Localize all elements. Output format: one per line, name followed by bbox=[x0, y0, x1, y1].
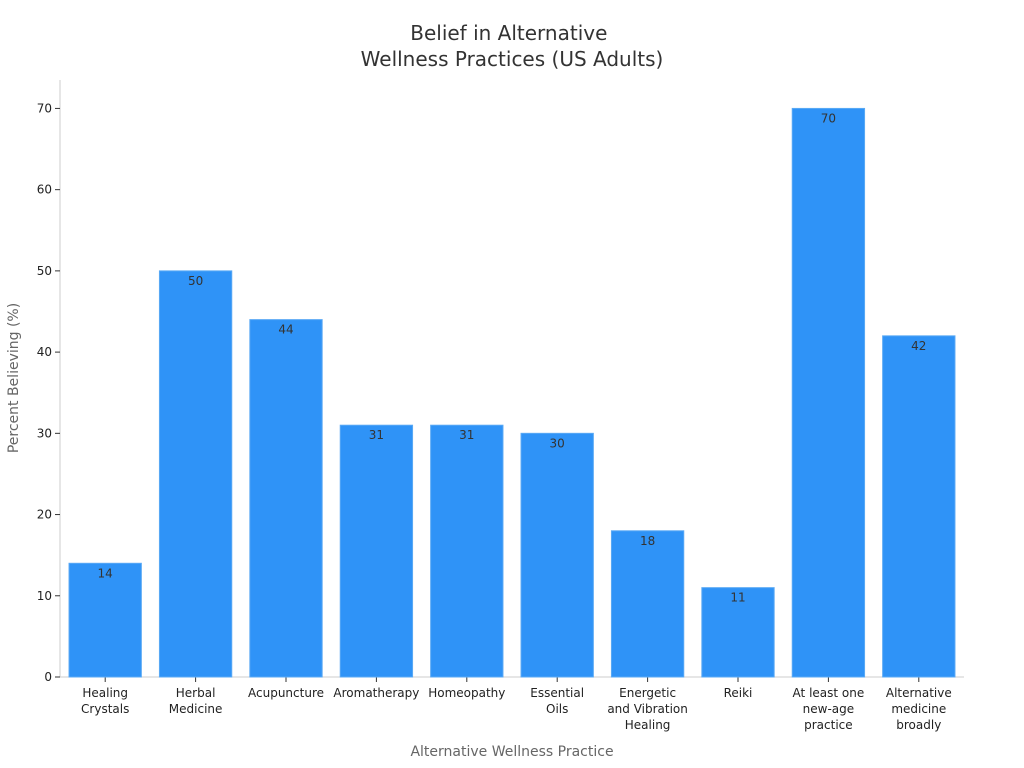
bar bbox=[249, 319, 323, 678]
chart-title-line-2: Wellness Practices (US Adults) bbox=[361, 47, 664, 71]
x-tick-label-line: Alternative bbox=[886, 686, 952, 700]
bar-value-label: 14 bbox=[98, 566, 113, 580]
bar-value-label: 44 bbox=[278, 323, 293, 337]
x-tick-label-line: Acupuncture bbox=[248, 686, 324, 700]
bar bbox=[520, 432, 594, 678]
data-labels: 14 50 44 31 31 30 18 11 70 42 bbox=[98, 111, 927, 604]
y-tick-label: 20 bbox=[37, 508, 52, 522]
x-tick-label-line: Crystals bbox=[81, 702, 129, 716]
x-tick-label-line: new-age bbox=[803, 702, 855, 716]
y-tick-label: 10 bbox=[37, 589, 52, 603]
y-axis: 0 10 20 30 40 50 60 70 bbox=[37, 80, 61, 684]
y-tick-label: 40 bbox=[37, 345, 52, 359]
bar-value-label: 42 bbox=[911, 339, 926, 353]
x-axis: Healing Crystals Herbal Medicine Acupuncture… bbox=[60, 676, 964, 732]
bar bbox=[882, 335, 956, 678]
x-tick-label: Energetic and Vibration Healing bbox=[607, 686, 688, 732]
x-tick-label: Acupuncture bbox=[248, 686, 324, 700]
x-tick-label-line: Reiki bbox=[724, 686, 753, 700]
x-tick-label: At least one new-age practice bbox=[793, 686, 865, 732]
y-tick-label: 0 bbox=[44, 670, 52, 684]
y-axis-title: Percent Believing (%) bbox=[6, 303, 22, 453]
x-tick-label: Aromatherapy bbox=[333, 686, 419, 700]
y-tick-label: 50 bbox=[37, 264, 52, 278]
bar bbox=[701, 587, 775, 678]
bar bbox=[158, 270, 233, 678]
bar bbox=[791, 107, 866, 678]
x-axis-title: Alternative Wellness Practice bbox=[410, 744, 613, 760]
x-tick-label-line: Homeopathy bbox=[428, 686, 505, 700]
bar-value-label: 18 bbox=[640, 534, 655, 548]
x-tick-label-line: Healing bbox=[82, 686, 128, 700]
x-tick-label-line: Herbal bbox=[176, 686, 216, 700]
x-tick-label-line: broadly bbox=[896, 718, 941, 732]
x-tick-label-line: practice bbox=[804, 718, 853, 732]
x-tick-label: Herbal Medicine bbox=[169, 686, 223, 716]
y-tick-label: 70 bbox=[37, 101, 52, 115]
bar-value-label: 11 bbox=[730, 591, 745, 605]
x-tick-label-line: Medicine bbox=[169, 702, 223, 716]
bar-value-label: 50 bbox=[188, 274, 203, 288]
y-tick-label: 60 bbox=[37, 183, 52, 197]
x-tick-label-line: and Vibration bbox=[607, 702, 688, 716]
x-tick-label-line: Essential bbox=[530, 686, 584, 700]
bar bbox=[610, 530, 685, 678]
bar-value-label: 31 bbox=[369, 428, 384, 442]
x-tick-label-line: medicine bbox=[891, 702, 946, 716]
bar-value-label: 31 bbox=[459, 428, 474, 442]
bar bbox=[339, 424, 414, 678]
x-tick-label-line: Energetic bbox=[619, 686, 676, 700]
bar-value-label: 70 bbox=[821, 111, 836, 125]
x-tick-label-line: At least one bbox=[793, 686, 865, 700]
x-tick-label: Healing Crystals bbox=[81, 686, 129, 716]
x-tick-label: Homeopathy bbox=[428, 686, 505, 700]
bar bbox=[430, 424, 504, 678]
x-tick-label: Essential Oils bbox=[530, 686, 584, 716]
bars bbox=[68, 107, 956, 678]
x-tick-label-line: Oils bbox=[546, 702, 568, 716]
x-tick-label: Reiki bbox=[724, 686, 753, 700]
x-tick-label-line: Healing bbox=[625, 718, 671, 732]
chart-title: Belief in Alternative Wellness Practices… bbox=[361, 21, 664, 71]
x-tick-label-line: Aromatherapy bbox=[333, 686, 419, 700]
chart-title-line-1: Belief in Alternative bbox=[410, 21, 607, 45]
bar-value-label: 30 bbox=[550, 436, 565, 450]
x-tick-label: Alternative medicine broadly bbox=[886, 686, 952, 732]
y-tick-label: 30 bbox=[37, 426, 52, 440]
bar bbox=[68, 562, 142, 678]
